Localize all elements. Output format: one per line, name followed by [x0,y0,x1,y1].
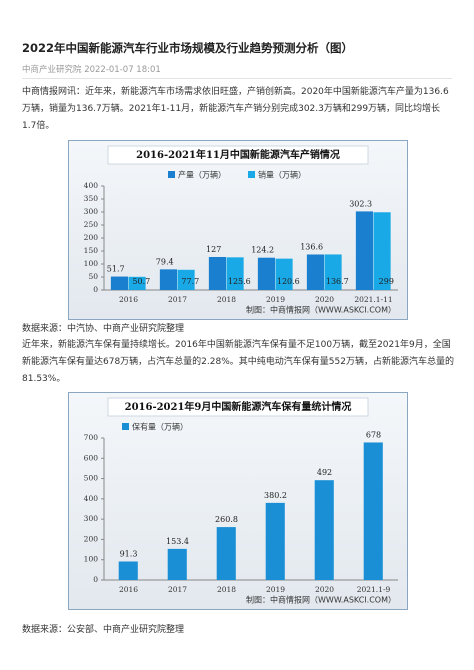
y-tick-label: 350 [84,194,99,203]
legend-swatch [122,423,129,430]
bar [167,548,187,580]
title-box [107,397,369,417]
data-label: 79.4 [156,257,174,266]
bar [373,212,391,290]
data-label: 302.3 [349,199,372,208]
data-label: 678 [366,430,381,439]
data-label: 91.3 [120,549,138,558]
bar [208,256,226,290]
bar [110,276,128,290]
x-tick-label: 2016 [119,295,138,304]
legend-swatch [168,171,175,178]
paragraph: 中商情报网讯：近年来，新能源汽车市场需求依旧旺盛，产销创新高。2020年中国新能… [22,87,449,131]
paragraph: 近年来，新能源汽车保有量持续增长。2016年中国新能源汽车保有量不足100万辆，… [22,340,454,384]
y-tick-label: 100 [84,555,99,564]
bar [257,257,275,290]
y-tick-label: 700 [84,433,99,442]
x-tick-label: 2020 [315,585,334,594]
bar [216,527,236,580]
chart: 2016-2021年9月中国新能源汽车保有量统计情况 0 100 200 300 400 5… [68,392,408,610]
y-tick-label: 0 [93,575,98,584]
legend-label: 产量（万辆） [178,170,226,180]
data-label: 125.6 [228,277,251,286]
bar [177,269,195,290]
bar [363,442,383,580]
y-tick-label: 200 [84,233,99,242]
data-label: 50.7 [132,277,150,286]
chart-note: 制图：中商情报网（WWW.ASKCI.COM） [246,305,396,315]
bar [306,254,324,290]
y-tick-label: 0 [93,285,98,294]
y-tick-label: 200 [84,534,99,543]
y-tick-label: 300 [84,514,99,523]
data-label: 380.2 [264,491,287,500]
chart-title: 2016-2021年9月中国新能源汽车保有量统计情况 [125,400,352,413]
x-tick-label: 2018 [217,295,236,304]
x-tick-label: 2016 [119,585,138,594]
data-label: 260.8 [215,515,238,524]
x-tick-label: 2017 [168,585,187,594]
article-title: 2022年中国新能源汽车行业市场规模及行业趋势预测分析（图） [22,41,354,55]
bar [314,480,334,580]
y-tick-label: 100 [84,259,99,268]
bar [275,258,293,290]
bar [355,211,373,290]
x-tick-label: 2018 [217,585,236,594]
legend-label: 保有量（万辆） [132,422,188,432]
legend-swatch [248,171,255,178]
chart-title: 2016-2021年11月中国新能源汽车产销情况 [136,148,340,161]
data-label: 51.7 [107,265,125,274]
data-label: 136.7 [326,277,349,286]
bar [226,257,244,290]
data-label: 299 [379,277,394,286]
x-tick-label: 2020 [315,295,334,304]
y-tick-label: 400 [84,494,99,503]
title-box [107,145,369,165]
chart-note: 制图：中商情报网（WWW.ASKCI.COM） [246,595,396,605]
x-tick-label: 2021.1-9 [357,585,391,594]
y-tick-label: 300 [84,207,99,216]
source: 数据来源：公安部、中商产业研究院整理 [22,625,185,635]
bar [324,254,342,290]
data-label: 124.2 [251,246,274,255]
y-tick-label: 500 [84,474,99,483]
bar [128,276,146,290]
y-tick-label: 600 [84,453,99,462]
data-label: 77.7 [181,277,199,286]
x-tick-label: 2017 [168,295,187,304]
y-tick-label: 400 [84,181,99,190]
data-label: 492 [317,468,332,477]
bar [159,269,177,290]
data-label: 136.6 [300,242,323,251]
bar [265,502,285,580]
divider [22,78,452,79]
bar [118,561,138,580]
x-tick-label: 2019 [266,585,285,594]
x-tick-label: 2021.1-11 [354,295,392,304]
y-tick-label: 50 [88,272,98,281]
data-label: 153.4 [166,537,189,546]
y-tick-label: 250 [84,220,99,229]
y-tick-label: 150 [84,246,99,255]
article-meta: 中商产业研究院 2022-01-07 18:01 [22,65,161,75]
data-label: 120.6 [277,277,300,286]
data-label: 127 [206,245,221,254]
x-tick-label: 2019 [266,295,285,304]
chart: 2016-2021年11月中国新能源汽车产销情况 0 50 100 150 200 250 3… [68,140,408,320]
source: 数据来源：中汽协、中商产业研究院整理 [22,324,185,334]
legend-label: 销量（万辆） [258,170,306,180]
